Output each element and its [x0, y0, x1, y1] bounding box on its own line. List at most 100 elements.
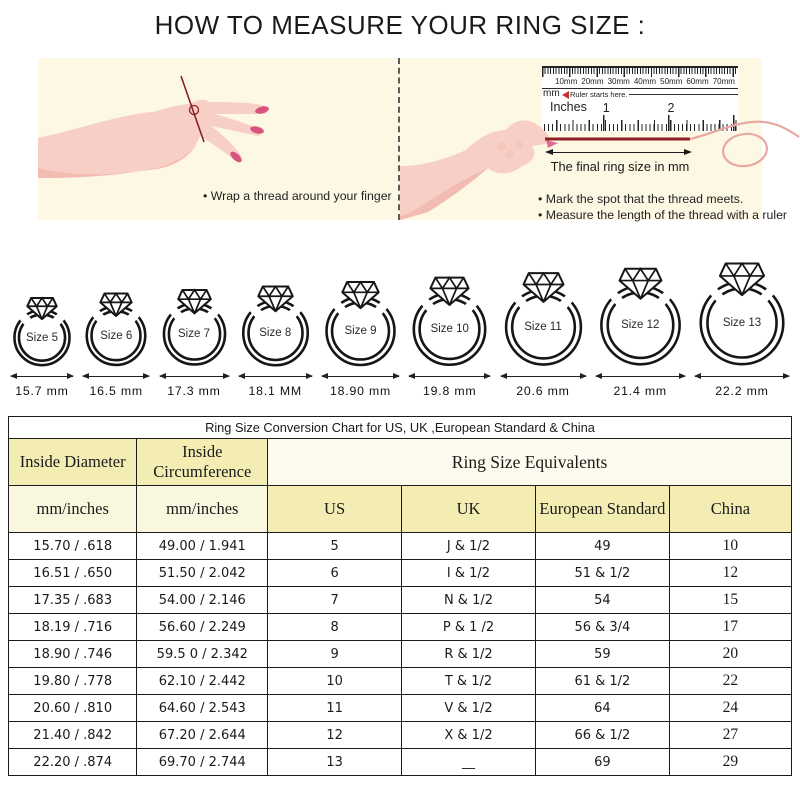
hand-shape [38, 99, 268, 178]
cell-uk: I & 1/2 [401, 559, 536, 587]
ruler-inch-ticks [542, 114, 738, 131]
arrowhead-right [67, 372, 74, 379]
ring-size-label: Size 11 [524, 320, 562, 333]
cell-circumference: 69.70 / 2.744 [136, 748, 269, 776]
cell-us: 8 [267, 613, 403, 641]
cell-us: 5 [267, 532, 403, 560]
ring-size-label: Size 6 [100, 329, 133, 342]
cell-china: 10 [668, 532, 793, 560]
cell-china: 27 [668, 721, 793, 749]
ring-size-label: Size 13 [722, 316, 762, 329]
instruction-panels: Wrap a thread around your finger 10mm 20… [38, 58, 800, 222]
ring-icon [321, 271, 400, 367]
arm-shade [38, 142, 198, 178]
nail-ring [230, 151, 242, 163]
cell-us: 11 [267, 694, 403, 722]
cell-circumference: 49.00 / 1.941 [136, 532, 269, 560]
table-title: Ring Size Conversion Chart for US, UK ,E… [8, 416, 792, 439]
cell-us: 12 [267, 721, 403, 749]
page-title: HOW TO MEASURE YOUR RING SIZE : [154, 10, 646, 40]
ring-size-item: Size 12 21.4 mm [594, 256, 686, 398]
ring-size-item: Size 13 22.2 mm [694, 250, 790, 398]
cell-uk: R & 1/2 [401, 640, 536, 668]
cell-eu: 51 & 1/2 [534, 559, 670, 587]
conversion-table-section: Ring Size Conversion Chart for US, UK ,E… [7, 416, 793, 776]
arrowhead-left [321, 372, 328, 379]
cell-china: 22 [668, 667, 793, 695]
cell-china: 17 [668, 613, 793, 641]
arrowhead-left [158, 372, 166, 379]
arrowhead-left [408, 372, 416, 379]
cell-diameter: 18.19 / .716 [7, 613, 138, 641]
inch-number-2: 2 [667, 101, 675, 115]
hand-thread-illustration [38, 75, 269, 178]
arm-shade [400, 168, 488, 220]
cell-eu: 61 & 1/2 [534, 667, 670, 695]
ring-diameter-value: 18.90 mm [329, 384, 392, 398]
arrowhead-right [222, 372, 230, 379]
ring-size-label: Size 9 [344, 324, 377, 337]
cell-uk: T & 1/2 [401, 667, 536, 695]
mm-label: 10mm [555, 77, 578, 86]
arrowhead-right [579, 372, 587, 379]
nail-index [255, 106, 269, 114]
caption-line: Measure the length of the thread with a … [538, 207, 787, 223]
mm-label: 30mm [607, 77, 630, 86]
knuckle [498, 142, 506, 150]
ring-icon [500, 261, 587, 367]
ring-icon [82, 284, 150, 367]
ring-icon [10, 289, 74, 367]
table-row: 18.19 / .716 56.60 / 2.249 8 P & 1 /2 56 & 3… [7, 613, 793, 641]
table-title-row: Ring Size Conversion Chart for US, UK ,E… [8, 416, 792, 439]
cell-china: 15 [668, 586, 793, 614]
cell-diameter: 18.90 / .746 [7, 640, 138, 668]
cell-eu: 66 & 1/2 [534, 721, 670, 749]
inch-number-1: 1 [602, 101, 610, 115]
inches-label: Inches [550, 100, 587, 114]
ring-size-item: Size 7 17.3 mm [158, 280, 230, 398]
arrowhead-right [684, 148, 692, 155]
table-row: 21.40 / .842 67.20 / 2.644 12 X & 1/2 66 & 1… [7, 721, 793, 749]
ring-figure: Size 11 [500, 261, 587, 367]
cell-diameter: 15.70 / .618 [7, 532, 138, 560]
ruler-start-marker-icon [562, 90, 569, 99]
ring-icon [694, 250, 790, 367]
arrowhead-right [678, 372, 686, 379]
table-row: 19.80 / .778 62.10 / 2.442 10 T & 1/2 61 & 1… [7, 667, 793, 695]
table-row: 18.90 / .746 59.5 0 / 2.342 9 R & 1/2 59 20 [7, 640, 793, 668]
thumb-nail [546, 140, 558, 148]
cell-us: 6 [267, 559, 403, 587]
ring-icon [238, 276, 313, 368]
knuckle [515, 141, 523, 149]
final-size-label: The final ring size in mm [550, 159, 690, 174]
pointing-hand-illustration [400, 120, 800, 220]
ring-size-item: Size 8 18.1 MM [237, 276, 313, 398]
cell-uk: N & 1/2 [401, 586, 536, 614]
arrowhead-left [237, 372, 245, 379]
header-china: China [668, 485, 793, 533]
cell-diameter: 21.40 / .842 [7, 721, 138, 749]
thread-curl [689, 120, 800, 141]
table-header-row-2: mm/inches mm/inches US UK European Stand… [7, 485, 793, 533]
cell-uk: P & 1 /2 [401, 613, 536, 641]
header-ring-size-equivalents: Ring Size Equivalents [267, 438, 792, 486]
ruler-start-note: Ruler starts here. [570, 90, 628, 99]
cell-circumference: 62.10 / 2.442 [136, 667, 269, 695]
cell-diameter: 19.80 / .778 [7, 667, 138, 695]
ring-diameter-value: 20.6 mm [516, 384, 570, 398]
arrowhead-left [694, 372, 701, 379]
nail-middle [250, 126, 264, 134]
mm-label: 70mm [712, 77, 735, 86]
mm-label: 20mm [581, 77, 604, 86]
mm-label: 40mm [633, 77, 657, 86]
cell-circumference: 64.60 / 2.543 [136, 694, 269, 722]
table-row: 16.51 / .650 51.50 / 2.042 6 I & 1/2 51 & 1/… [7, 559, 793, 587]
conversion-table: Ring Size Conversion Chart for US, UK ,E… [7, 416, 793, 776]
knuckle [506, 150, 514, 158]
ring-figure: Size 6 [82, 284, 150, 367]
ring-size-row: Size 5 15.7 mm Size 6 16.5 mm Size 7 17.… [0, 242, 800, 398]
right-panel-caption: Mark the spot that the thread meets. Mea… [538, 191, 787, 223]
ring-size-item: Size 5 15.7 mm [10, 289, 74, 398]
cell-china: 12 [668, 559, 793, 587]
